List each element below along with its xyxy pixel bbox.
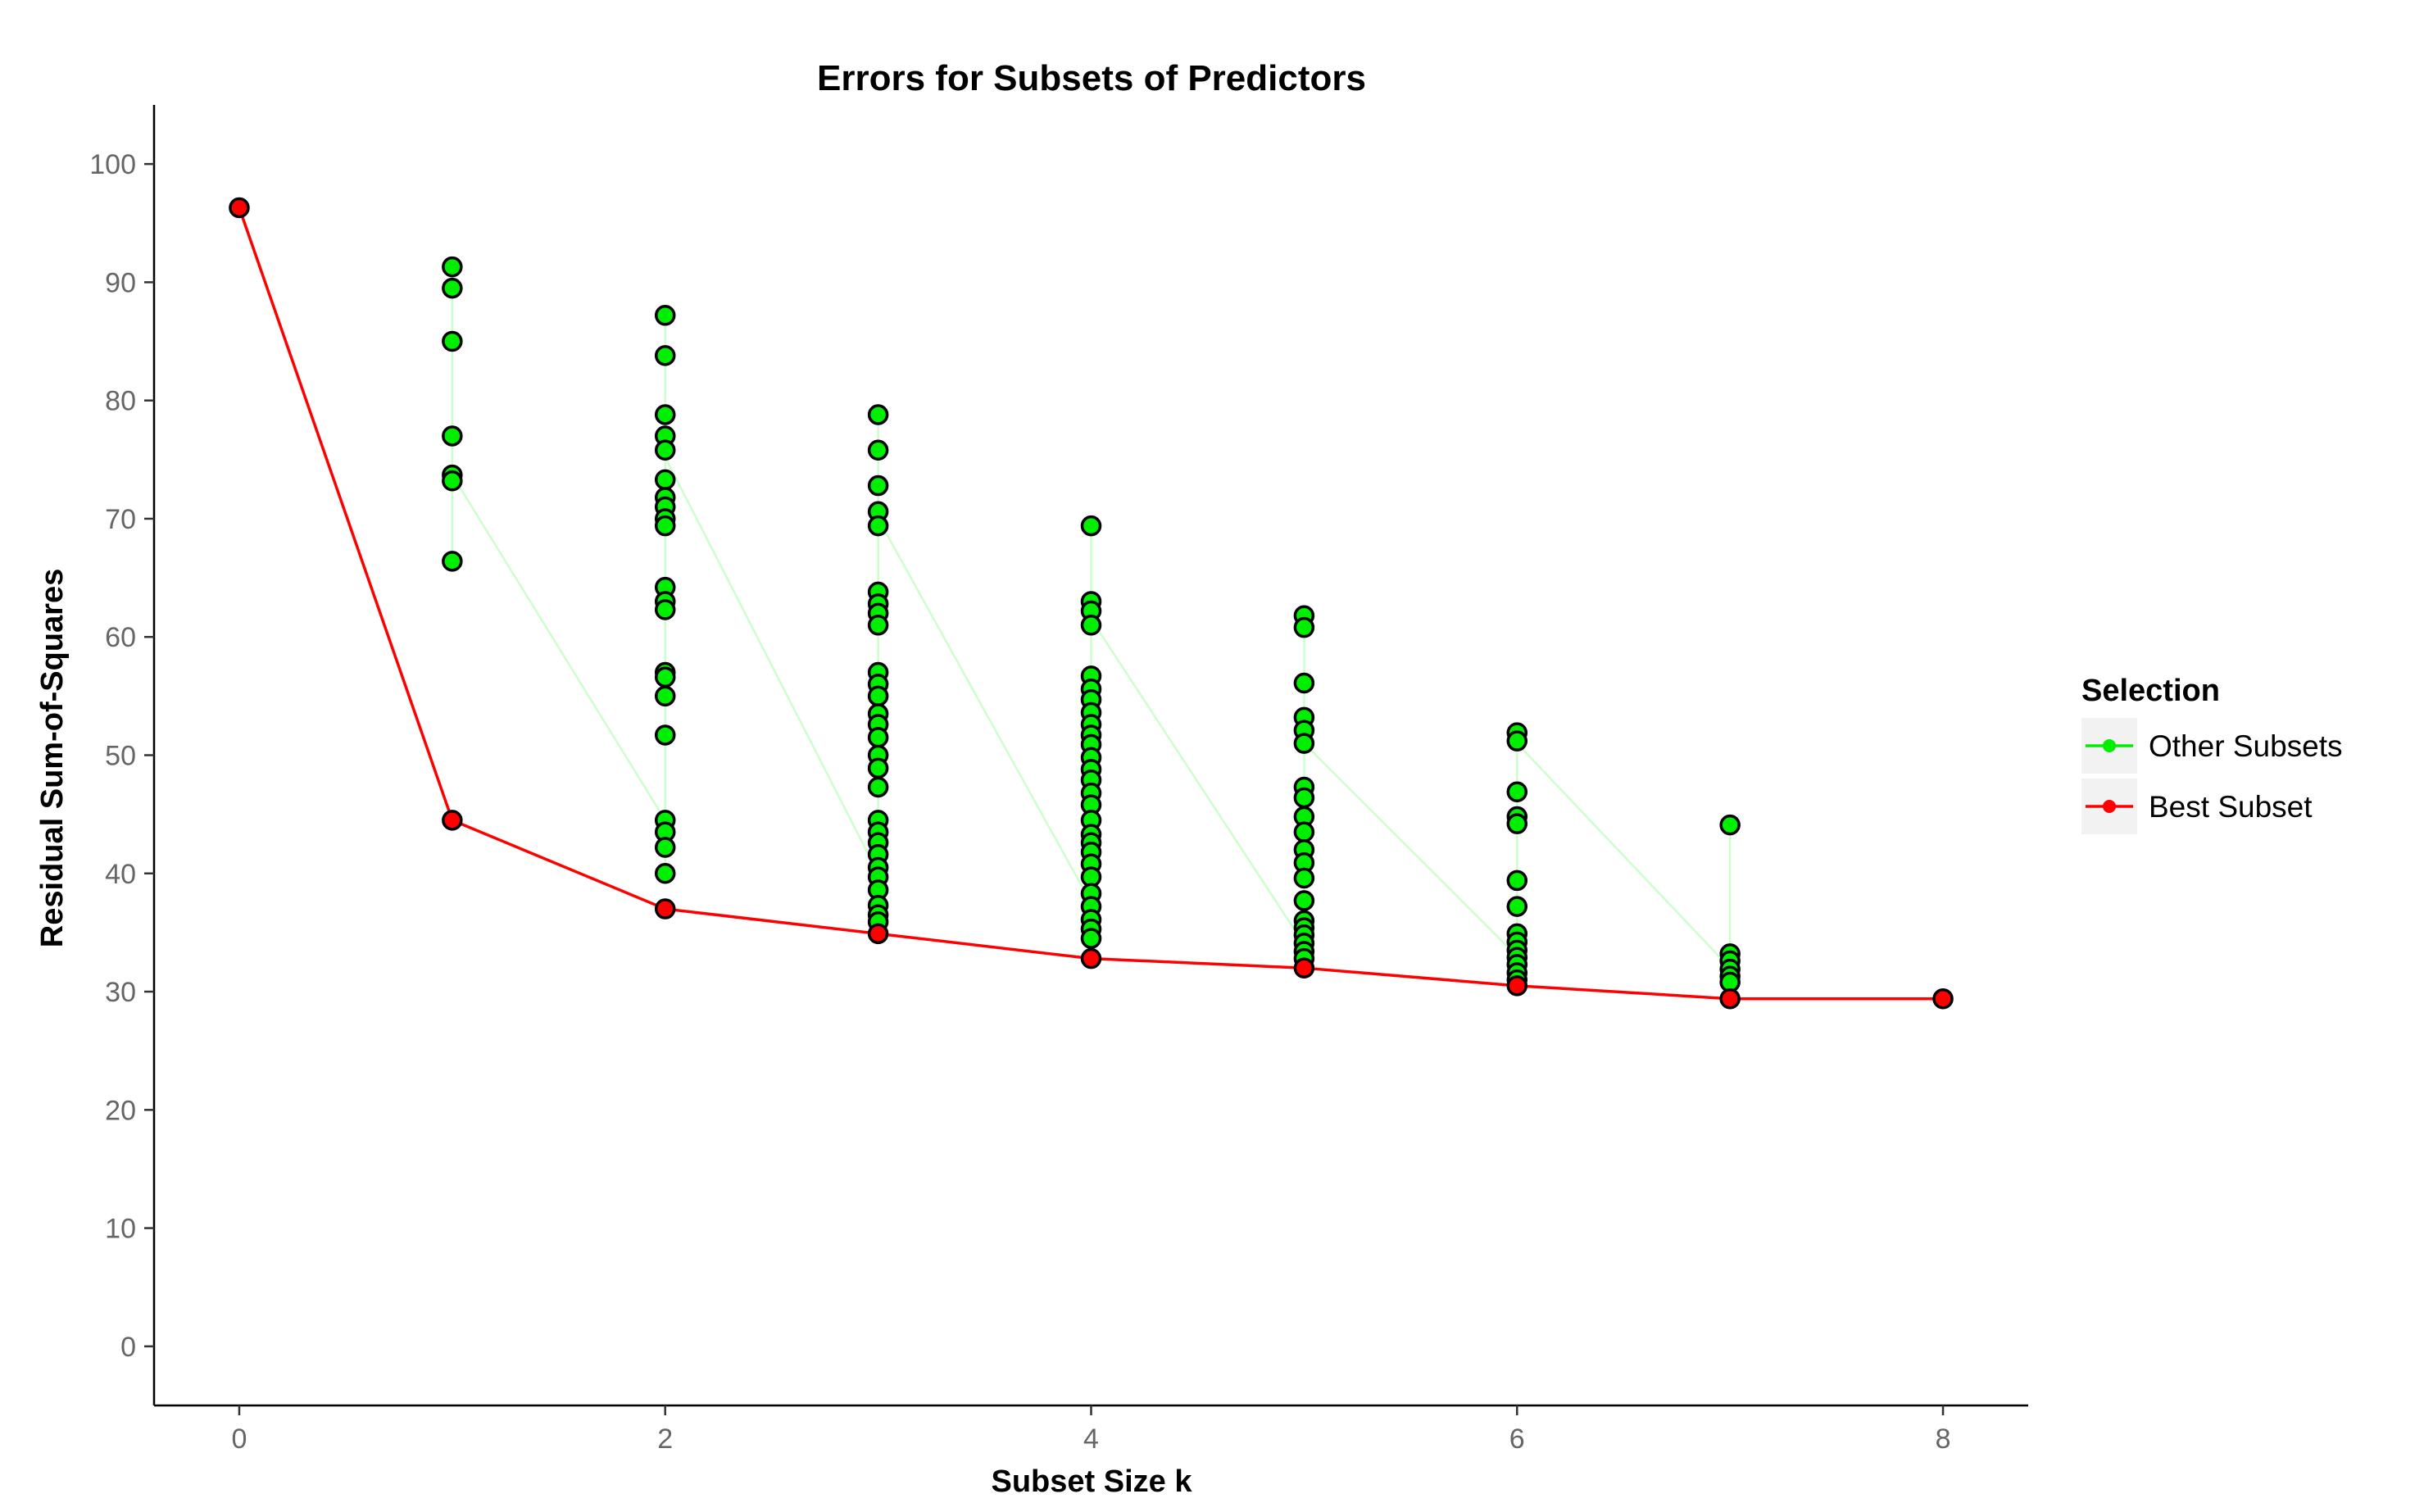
best-subset-point	[229, 197, 250, 219]
other-subset-point	[442, 330, 463, 352]
legend-label-best-subset: Best Subset	[2149, 790, 2313, 824]
other-subset-point	[654, 439, 676, 461]
y-tick-label: 0	[120, 1332, 136, 1363]
connector-line	[664, 456, 879, 874]
other-subset-point	[654, 724, 676, 746]
y-tick-label: 60	[105, 622, 136, 653]
other-subset-point	[1719, 814, 1741, 836]
connector-line	[451, 474, 666, 821]
legend-dot-other-subsets	[2103, 739, 2116, 752]
connector-lines	[451, 456, 1732, 969]
connector-line	[877, 518, 1092, 904]
other-subset-point	[1293, 867, 1315, 889]
connector-line	[1516, 742, 1732, 969]
other-subset-point	[442, 277, 463, 299]
other-subset-point	[867, 685, 889, 707]
connector-line	[1303, 742, 1518, 957]
y-tick-label: 70	[105, 504, 136, 535]
legend-title: Selection	[2081, 674, 2220, 708]
x-axis-label: Subset Size k	[992, 1464, 1193, 1499]
other-subset-point	[654, 837, 676, 858]
other-subset-point	[1506, 813, 1528, 834]
other-subset-point	[442, 256, 463, 278]
other-subset-point	[1293, 733, 1315, 754]
other-subset-point	[654, 404, 676, 425]
other-subset-point	[654, 515, 676, 537]
x-tick-label: 0	[231, 1423, 247, 1455]
y-tick-label: 30	[105, 977, 136, 1008]
legend-label-other-subsets: Other Subsets	[2149, 729, 2343, 763]
legend-entry-best-subset: Best Subset	[2081, 779, 2313, 834]
best-subset-points	[229, 197, 1954, 1010]
y-tick-label: 50	[105, 741, 136, 772]
chart-title: Errors for Subsets of Predictors	[817, 58, 1366, 98]
other-subset-point	[442, 470, 463, 492]
legend-dot-best-subset	[2103, 800, 2116, 813]
other-subset-point	[1293, 787, 1315, 809]
other-subset-point	[442, 425, 463, 447]
y-ticks: 0 10 20 30 40 50 60 70 80 90 100	[89, 149, 154, 1363]
other-subset-point	[1080, 515, 1102, 537]
other-subset-point	[654, 599, 676, 620]
other-subset-point	[654, 863, 676, 884]
x-tick-label: 6	[1509, 1423, 1525, 1455]
y-tick-label: 10	[105, 1214, 136, 1245]
y-axis-label: Residual Sum-of-Squares	[35, 569, 70, 947]
legend: Selection Other Subsets Best Subset	[2081, 674, 2343, 834]
y-tick-label: 80	[105, 386, 136, 417]
other-subset-point	[867, 404, 889, 425]
other-subset-point	[654, 685, 676, 707]
best-subset-point	[1932, 988, 1954, 1010]
y-tick-label: 90	[105, 267, 136, 298]
other-subset-point	[1080, 928, 1102, 949]
x-tick-label: 8	[1936, 1423, 1951, 1455]
y-tick-label: 20	[105, 1095, 136, 1126]
legend-entry-other-subsets: Other Subsets	[2081, 718, 2343, 774]
x-tick-label: 2	[657, 1423, 673, 1455]
other-subset-point	[867, 474, 889, 497]
y-tick-label: 40	[105, 859, 136, 890]
other-subset-point	[1293, 890, 1315, 911]
best-subset-point	[1293, 957, 1315, 978]
y-tick-label: 100	[89, 149, 136, 180]
other-subset-point	[654, 305, 676, 326]
other-subset-point	[867, 515, 889, 537]
best-subset-point	[1506, 975, 1528, 997]
other-subset-point	[867, 757, 889, 779]
best-subset-point	[1080, 947, 1102, 969]
best-subset-point	[867, 923, 889, 945]
other-subset-point	[1506, 781, 1528, 802]
other-subset-point	[1506, 896, 1528, 917]
best-subset-point	[442, 810, 463, 831]
other-subset-point	[867, 439, 889, 461]
x-ticks: 0 2 4 6 8	[231, 1405, 1951, 1455]
other-subset-point	[867, 615, 889, 636]
plot-area	[229, 197, 1954, 1010]
other-subsets-points	[442, 256, 1741, 993]
other-subset-point	[442, 551, 463, 572]
x-tick-label: 4	[1083, 1423, 1099, 1455]
other-subset-point	[1080, 615, 1102, 636]
other-subset-point	[1506, 870, 1528, 892]
other-subset-point	[654, 666, 676, 688]
other-subset-point	[1293, 616, 1315, 638]
other-subset-point	[1293, 821, 1315, 843]
other-subset-point	[867, 727, 889, 748]
best-subset-point	[1719, 988, 1741, 1010]
best-subset-point	[654, 898, 676, 919]
axes: 0 10 20 30 40 50 60 70 80 90 100 0 2 4 6 8	[89, 105, 2028, 1455]
other-subset-point	[1506, 730, 1528, 751]
other-subset-point	[654, 345, 676, 366]
other-subset-point	[867, 776, 889, 798]
connector-line	[1090, 618, 1305, 946]
other-subset-point	[1293, 672, 1315, 694]
other-subset-point	[654, 469, 676, 491]
